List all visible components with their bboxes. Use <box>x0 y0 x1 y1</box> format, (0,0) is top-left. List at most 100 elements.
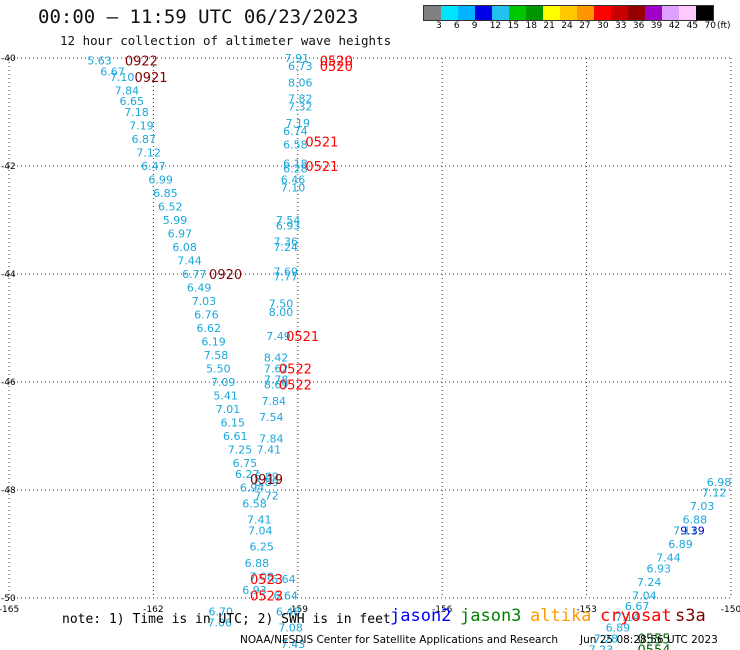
swh-value-label: 6.65 <box>119 95 144 108</box>
color-swatch <box>645 6 662 20</box>
color-scale-tick-label: 70 <box>704 21 716 31</box>
swh-value-label: 7.25 <box>228 444 253 457</box>
swh-value-label: 7.03 <box>690 500 715 513</box>
swh-value-label: 7.50 <box>269 298 294 311</box>
swh-value-label: 7.77 <box>274 271 299 284</box>
swh-value-label: 7.84 <box>261 395 286 408</box>
swh-value-label: 6.98 <box>707 476 732 489</box>
color-scale-tick-label: 12 <box>489 21 502 31</box>
swh-value-label: 7.11 <box>673 525 698 538</box>
pass-time-label: 0521 <box>305 160 338 175</box>
pass-time-label: 0521 <box>286 330 319 345</box>
swh-value-label: 6.58 <box>242 498 267 511</box>
swh-value-label: 7.01 <box>216 403 241 416</box>
color-scale-tick-label: 21 <box>543 21 555 31</box>
swh-value-label: 7.36 <box>274 236 299 249</box>
color-swatch <box>662 6 679 20</box>
swh-value-label: 7.19 <box>129 120 154 133</box>
lon-tick-label: -153 <box>576 605 596 615</box>
swh-value-label: 7.04 <box>248 525 273 538</box>
color-scale-tick-label: 18 <box>525 21 537 31</box>
color-swatch <box>424 6 441 20</box>
swh-value-label: 7.23 <box>589 643 614 650</box>
swh-value-label: 7.09 <box>211 376 236 389</box>
swh-value-label: 6.27 <box>235 468 260 481</box>
pass-time-label: 0520 <box>320 60 353 75</box>
color-swatch <box>611 6 628 20</box>
swh-value-label: 6.58 <box>283 138 308 151</box>
color-scale-unit: (ft) <box>717 21 731 31</box>
swh-value-label: 7.06 <box>208 616 233 629</box>
color-scale-tick-label: 39 <box>650 21 663 31</box>
swh-value-label: 7.10 <box>110 71 135 84</box>
color-swatch <box>509 6 526 20</box>
pass-time-label: 0554 <box>637 643 670 650</box>
swh-value-label: 8.42 <box>264 352 289 365</box>
swh-value-label: 6.94 <box>240 481 265 494</box>
swh-value-label: 7.82 <box>288 93 313 106</box>
swh-value-label: 7.84 <box>259 433 284 446</box>
swh-value-label: 6.18 <box>283 157 308 170</box>
swh-value-label: 6.99 <box>148 174 173 187</box>
swh-value-label: 7.72 <box>254 489 279 502</box>
pass-time-label: 0555 <box>637 633 670 648</box>
swh-value-label: 7.69 <box>274 265 299 278</box>
swh-value-label: 6.93 <box>242 584 267 597</box>
color-scale-bar <box>423 5 714 21</box>
color-scale-tick-label: 42 <box>668 21 681 31</box>
lon-tick-label: -150 <box>721 605 740 615</box>
swh-value-label: 8.06 <box>288 76 313 89</box>
swh-value-label: 6.47 <box>141 160 166 173</box>
swh-value-label: 6.70 <box>209 606 234 619</box>
swh-value-label: 6.88 <box>245 557 270 570</box>
color-swatch <box>492 6 509 20</box>
swh-value-label: 6.64 <box>271 573 296 586</box>
pass-time-label: 0920 <box>209 268 242 283</box>
swh-value-label: 6.48 <box>276 606 301 619</box>
color-scale-tick-label: 9 <box>471 21 478 31</box>
swh-value-label: 5.99 <box>163 214 188 227</box>
swh-value-label: 6.76 <box>194 309 219 322</box>
swh-value-label: 6.89 <box>254 471 279 484</box>
map-subtitle: 12 hour collection of altimeter wave hei… <box>60 33 392 48</box>
swh-value-label: 7.18 <box>124 106 149 119</box>
credit-text: NOAA/NESDIS Center for Satellite Applica… <box>240 634 558 646</box>
swh-value-label: 7.10 <box>281 182 306 195</box>
swh-value-label: 6.19 <box>201 336 226 349</box>
color-scale-tick-label: 27 <box>579 21 591 31</box>
color-swatch <box>679 6 696 20</box>
swh-value-label: 7.24 <box>274 241 299 254</box>
pass-time-label: 0921 <box>134 71 167 86</box>
color-swatch <box>526 6 543 20</box>
swh-value-label: 7.04 <box>632 589 657 602</box>
swh-value-label: 7.08 <box>249 570 274 583</box>
swh-value-label: 6.87 <box>132 133 157 146</box>
lon-tick-label: -156 <box>432 605 453 615</box>
pass-time-label: 0522 <box>279 363 312 378</box>
lat-tick-label: -48 <box>1 486 16 496</box>
swh-value-label: 8.69 <box>264 379 289 392</box>
color-scale-tick-label: 33 <box>615 21 627 31</box>
swh-value-label: 7.58 <box>204 349 229 362</box>
swh-value-label: 6.93 <box>276 219 301 232</box>
swh-value-label: 7.41 <box>247 514 272 527</box>
color-scale-tick-label: 30 <box>597 21 609 31</box>
swh-value-label: 6.88 <box>683 514 708 527</box>
color-swatch <box>543 6 560 20</box>
swh-value-label: 8.00 <box>269 306 294 319</box>
swh-value-label: 7.78 <box>264 373 289 386</box>
swh-value-label: 7.84 <box>115 84 140 97</box>
swh-value-label: 6.49 <box>187 282 212 295</box>
legend-jason2: jason2 <box>390 606 452 626</box>
lon-tick-label: -165 <box>0 605 19 615</box>
swh-value-label: 7.03 <box>192 295 217 308</box>
swh-value-label: 6.85 <box>153 187 178 200</box>
pass-time-label: 0520 <box>320 55 353 70</box>
color-scale-tick-label: 45 <box>686 21 699 31</box>
color-swatch <box>441 6 458 20</box>
swh-value-label: 7.24 <box>637 576 662 589</box>
swh-value-label: 6.46 <box>281 174 306 187</box>
color-swatch <box>696 6 713 20</box>
swh-value-label: 7.54 <box>276 214 301 227</box>
swh-value-label: 7.28 <box>594 633 619 646</box>
